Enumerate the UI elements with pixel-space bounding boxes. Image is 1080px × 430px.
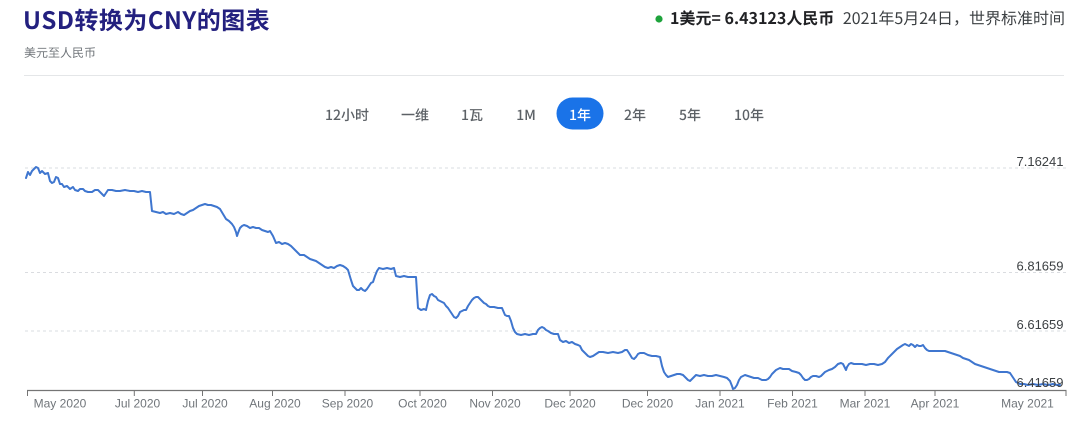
svg-text:6.81659: 6.81659 [1017,259,1064,274]
svg-text:Dec 2020: Dec 2020 [544,397,596,411]
svg-text:Aug 2020: Aug 2020 [249,397,301,411]
svg-text:6.61659: 6.61659 [1017,317,1064,332]
svg-text:Oct 2020: Oct 2020 [398,397,447,411]
svg-text:6.41659: 6.41659 [1017,375,1064,390]
svg-text:Jul 2020: Jul 2020 [182,397,228,411]
svg-text:May 2020: May 2020 [34,397,87,411]
svg-text:7.16241: 7.16241 [1017,154,1064,169]
svg-text:Jul 2020: Jul 2020 [115,397,161,411]
svg-text:Feb 2021: Feb 2021 [767,397,818,411]
svg-text:Sep 2020: Sep 2020 [322,397,374,411]
svg-text:Nov 2020: Nov 2020 [469,397,521,411]
svg-text:Mar 2021: Mar 2021 [840,397,891,411]
svg-text:Apr 2021: Apr 2021 [911,397,960,411]
svg-text:Jan 2021: Jan 2021 [695,397,745,411]
svg-text:May 2021: May 2021 [1001,397,1054,411]
svg-text:Dec 2020: Dec 2020 [622,397,674,411]
